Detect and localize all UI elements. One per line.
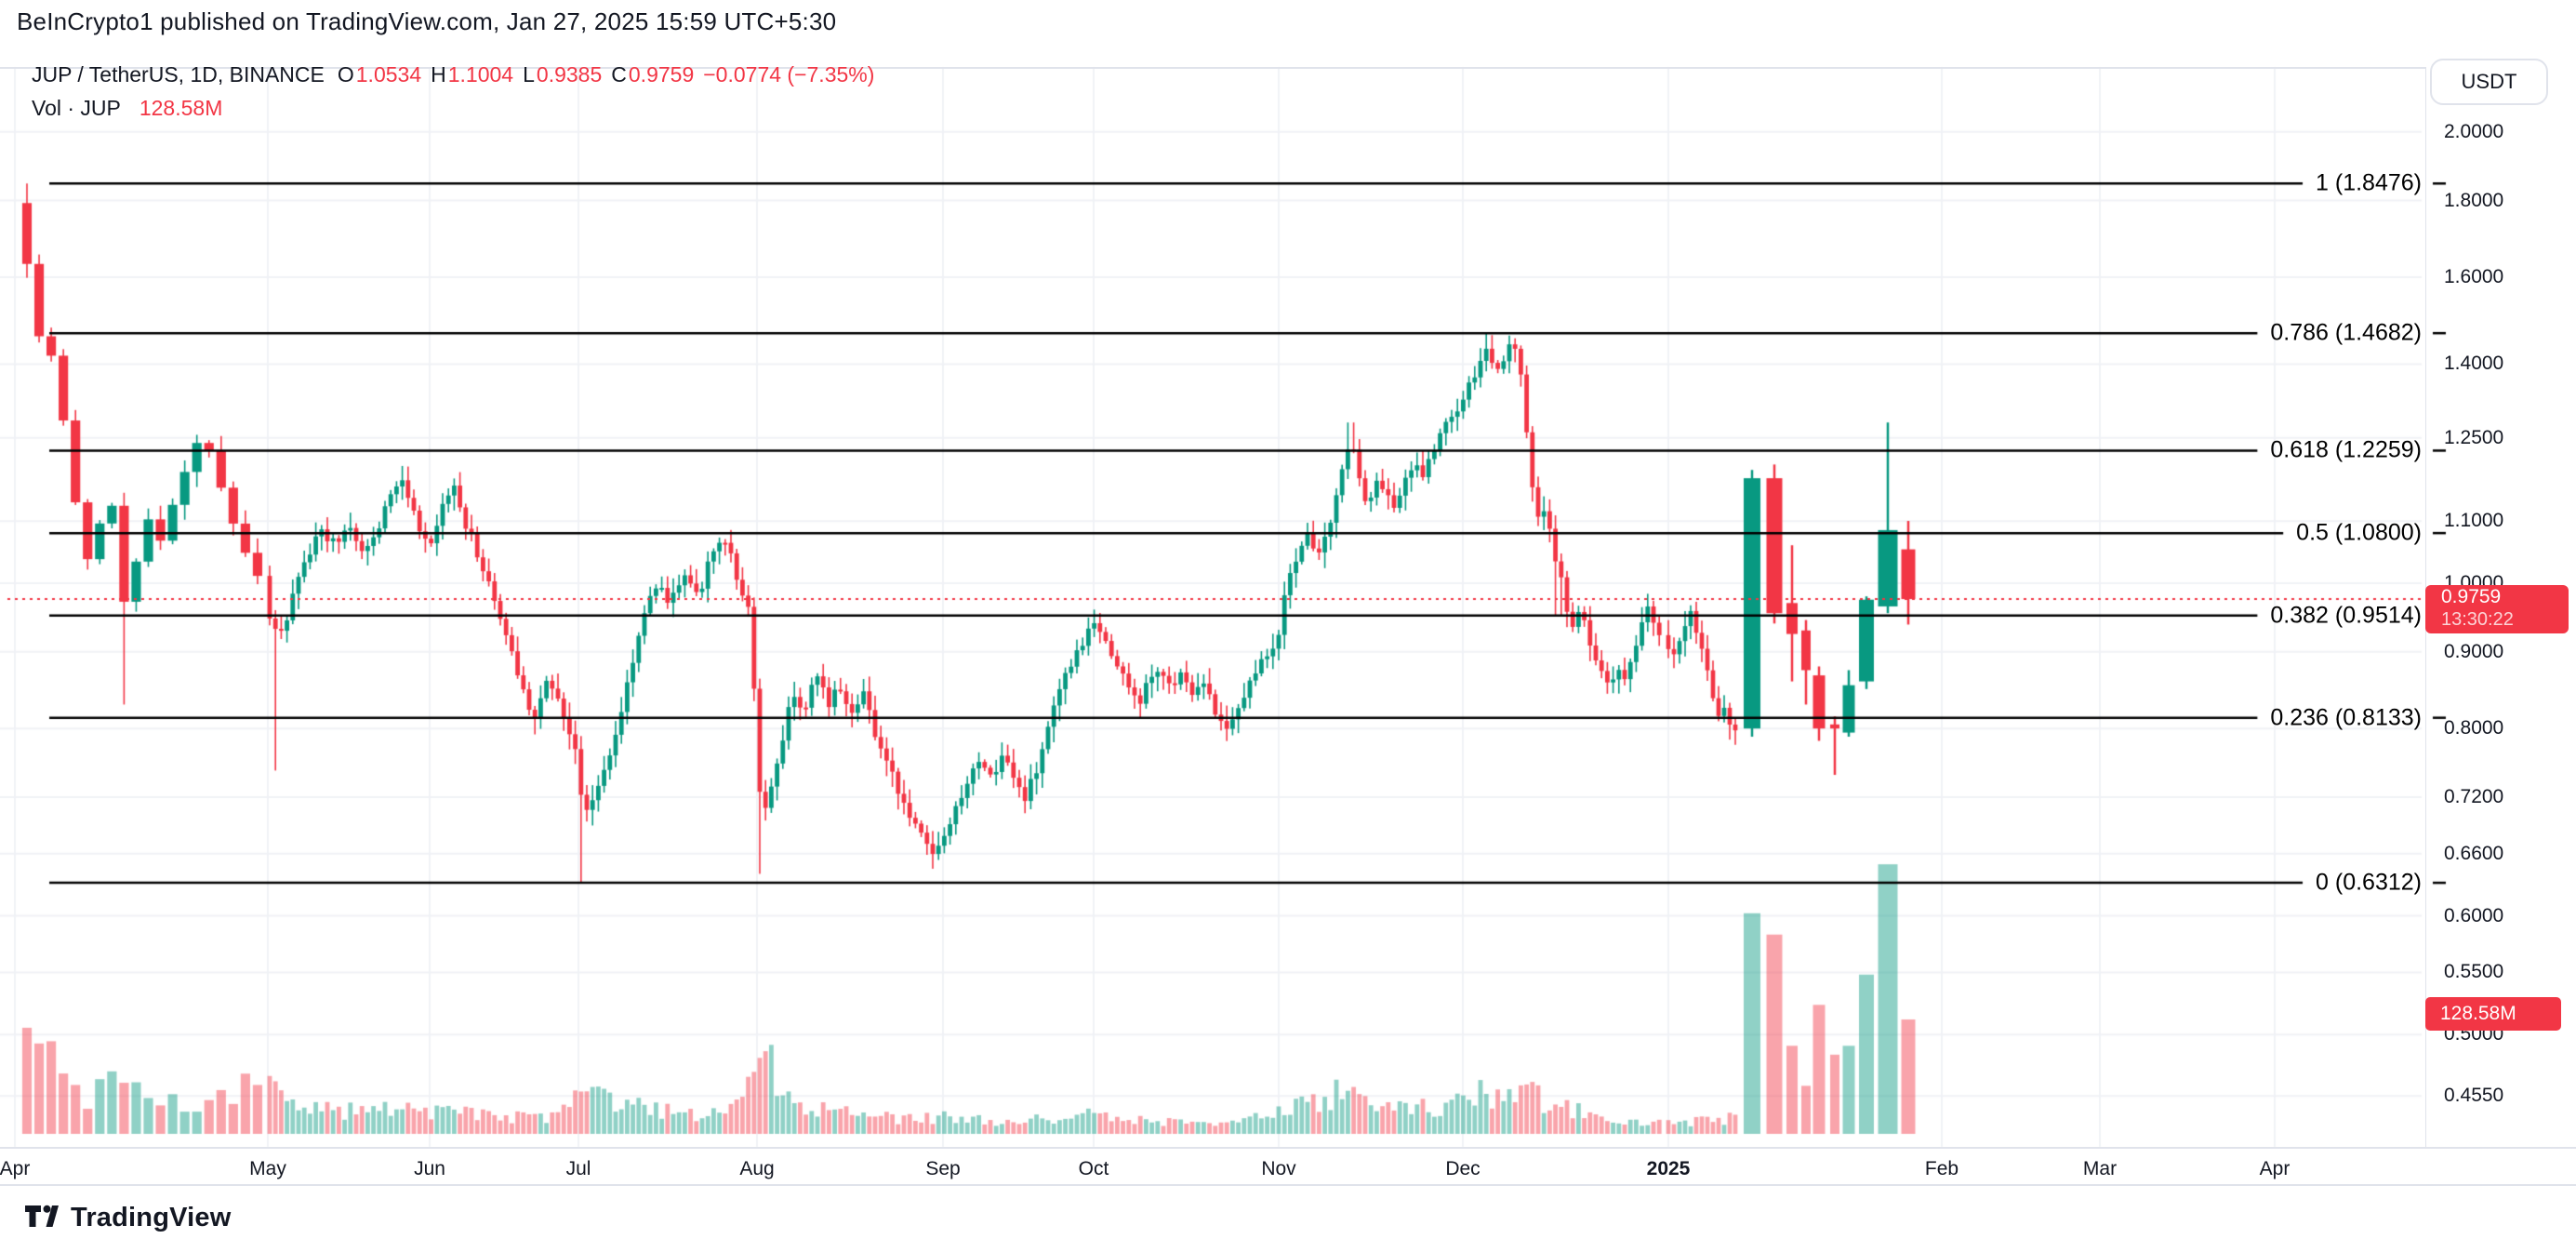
price-tick: 1.6000: [2444, 265, 2504, 287]
fib-level-label: 0.618 (1.2259): [2270, 436, 2422, 463]
legend-volume-row: Vol · JUP 128.58M: [32, 91, 874, 125]
published-attribution: BeInCrypto1 published on TradingView.com…: [17, 7, 837, 35]
price-tick: 0.8000: [2444, 717, 2504, 739]
fib-level-label: 0.236 (0.8133): [2270, 704, 2422, 731]
price-tick: 2.0000: [2444, 120, 2504, 142]
fib-level-label: 0.786 (1.4682): [2270, 319, 2422, 346]
legend-high: H1.1004: [431, 62, 514, 87]
price-tick: 0.6000: [2444, 904, 2504, 926]
time-tick: Jun: [414, 1158, 445, 1179]
time-tick: 2025: [1646, 1158, 1691, 1179]
tradingview-footer: TradingView: [24, 1203, 232, 1233]
header-separator: [0, 67, 2425, 69]
bottom-separator: [0, 1184, 2576, 1186]
time-tick: Dec: [1445, 1158, 1481, 1179]
candle-countdown: 13:30:22: [2441, 609, 2514, 630]
time-tick: May: [249, 1158, 286, 1179]
time-tick: Aug: [739, 1158, 775, 1179]
volume-series-value: 128.58M: [139, 96, 223, 120]
last-price-label: 0.9759 13:30:22: [2425, 585, 2569, 633]
volume-series-label[interactable]: Vol · JUP: [32, 96, 121, 120]
tradingview-logo-icon[interactable]: [24, 1205, 60, 1232]
time-tick: Oct: [1078, 1158, 1109, 1179]
time-axis-separator: [0, 1147, 2576, 1149]
legend-ohlc-row: JUP / TetherUS, 1D, BINANCE O1.0534 H1.100…: [32, 58, 874, 91]
time-tick: Mar: [2082, 1158, 2118, 1179]
price-tick: 0.7200: [2444, 785, 2504, 807]
legend-low: L0.9385: [523, 62, 603, 87]
fib-level-label: 1 (1.8476): [2316, 169, 2422, 196]
legend-change: −0.0774 (−7.35%): [703, 62, 875, 87]
volume-axis-label: 128.58M: [2425, 997, 2561, 1031]
time-tick: Jul: [565, 1158, 591, 1179]
time-tick: Apr: [2259, 1158, 2291, 1179]
symbol-title[interactable]: JUP / TetherUS, 1D, BINANCE: [32, 62, 325, 87]
fib-level-label: 0.382 (0.9514): [2270, 602, 2422, 629]
time-tick: Nov: [1261, 1158, 1296, 1179]
time-tick: Feb: [1924, 1158, 1959, 1179]
last-price-value: 0.9759: [2441, 586, 2502, 607]
price-tick: 1.2500: [2444, 426, 2504, 448]
fib-level-label: 0.5 (1.0800): [2296, 519, 2422, 546]
price-tick: 1.1000: [2444, 510, 2504, 532]
time-axis[interactable]: Apr May Jun Jul Aug Sep Oct Nov Dec 2025 Feb Mar Apr: [0, 1151, 2576, 1184]
time-tick: Apr: [0, 1158, 31, 1179]
time-tick: Sep: [925, 1158, 961, 1179]
legend-open: O1.0534: [337, 62, 422, 87]
price-tick: 1.8000: [2444, 189, 2504, 211]
price-tick: 0.9000: [2444, 640, 2504, 662]
chart-legend: JUP / TetherUS, 1D, BINANCE O1.0534 H1.100…: [32, 58, 874, 125]
currency-toggle-button[interactable]: USDT: [2430, 59, 2548, 105]
price-tick: 0.5500: [2444, 961, 2504, 983]
price-tick: 0.4550: [2444, 1085, 2504, 1107]
price-tick: 0.6600: [2444, 842, 2504, 864]
tradingview-brand-text[interactable]: TradingView: [71, 1203, 232, 1232]
fib-level-label: 0 (0.6312): [2316, 869, 2422, 896]
legend-close: C0.9759: [611, 62, 695, 87]
price-tick: 1.4000: [2444, 353, 2504, 375]
